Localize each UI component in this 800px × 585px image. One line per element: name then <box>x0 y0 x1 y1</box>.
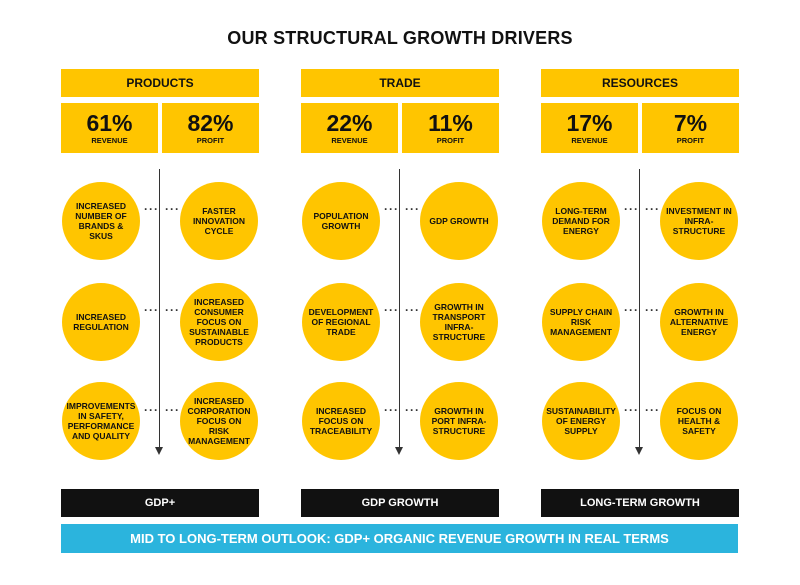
profit-label: PROFIT <box>676 136 705 145</box>
connector-dots: ··· <box>144 202 159 216</box>
driver-circle: FASTER INNOVATION CYCLE <box>180 182 258 260</box>
column-footer: GDP+ <box>61 489 259 517</box>
diagram-title: OUR STRUCTURAL GROWTH DRIVERS <box>227 28 573 48</box>
connector-dots: ··· <box>144 303 159 317</box>
connector-dots: ··· <box>645 303 660 317</box>
revenue-stat: 61% REVENUE <box>61 103 158 153</box>
profit-value: 82% <box>187 110 234 136</box>
revenue-stat: 22% REVENUE <box>301 103 398 153</box>
connector-dots: ··· <box>405 403 420 417</box>
column-products: PRODUCTS 61% REVENUE 82% PROFIT INCREASE… <box>61 69 261 519</box>
connector-dots: ··· <box>624 403 639 417</box>
revenue-label: REVENUE <box>331 136 368 145</box>
revenue-label: REVENUE <box>91 136 128 145</box>
column-header: RESOURCES <box>541 69 739 97</box>
connector-dots: ··· <box>384 403 399 417</box>
driver-circle: FOCUS ON HEALTH & SAFETY <box>660 382 738 460</box>
column-header: PRODUCTS <box>61 69 259 97</box>
connector-dots: ··· <box>405 303 420 317</box>
connector-dots: ··· <box>165 403 180 417</box>
connector-dots: ··· <box>144 403 159 417</box>
outlook-banner: MID TO LONG-TERM OUTLOOK: GDP+ ORGANIC R… <box>61 524 738 553</box>
driver-circle: GROWTH IN PORT INFRA-STRUCTURE <box>420 382 498 460</box>
column-footer: GDP GROWTH <box>301 489 499 517</box>
profit-value: 11% <box>428 110 473 136</box>
column-footer: LONG-TERM GROWTH <box>541 489 739 517</box>
revenue-value: 22% <box>326 110 373 136</box>
column-header: TRADE <box>301 69 499 97</box>
driver-circle: INCREASED FOCUS ON TRACEABILITY <box>302 382 380 460</box>
profit-label: PROFIT <box>196 136 225 145</box>
profit-stat: 7% PROFIT <box>642 103 739 153</box>
connector-dots: ··· <box>165 303 180 317</box>
revenue-stat: 17% REVENUE <box>541 103 638 153</box>
driver-circle: INCREASED REGULATION <box>62 283 140 361</box>
column-trade: TRADE 22% REVENUE 11% PROFIT POPULATION … <box>301 69 501 519</box>
down-arrow-icon <box>635 169 643 455</box>
driver-circle: GROWTH IN TRANSPORT INFRA-STRUCTURE <box>420 283 498 361</box>
driver-circle: SUPPLY CHAIN RISK MANAGEMENT <box>542 283 620 361</box>
revenue-label: REVENUE <box>571 136 608 145</box>
connector-dots: ··· <box>405 202 420 216</box>
driver-circle: INCREASED CORPORATION FOCUS ON RISK MANA… <box>180 382 258 460</box>
column-resources: RESOURCES 17% REVENUE 7% PROFIT LONG-TER… <box>541 69 741 519</box>
driver-circle: GDP GROWTH <box>420 182 498 260</box>
connector-dots: ··· <box>384 303 399 317</box>
profit-stat: 82% PROFIT <box>162 103 259 153</box>
driver-circle: POPULATION GROWTH <box>302 182 380 260</box>
connector-dots: ··· <box>624 202 639 216</box>
revenue-value: 17% <box>566 110 613 136</box>
connector-dots: ··· <box>645 202 660 216</box>
driver-circle: SUSTAINABILITY OF ENERGY SUPPLY <box>542 382 620 460</box>
driver-circle: DEVELOPMENT OF REGIONAL TRADE <box>302 283 380 361</box>
driver-circle: LONG-TERM DEMAND FOR ENERGY <box>542 182 620 260</box>
down-arrow-icon <box>395 169 403 455</box>
connector-dots: ··· <box>645 403 660 417</box>
profit-label: PROFIT <box>436 136 465 145</box>
driver-circle: INVESTMENT IN INFRA-STRUCTURE <box>660 182 738 260</box>
driver-circle: INCREASED CONSUMER FOCUS ON SUSTAINABLE … <box>180 283 258 361</box>
profit-value: 7% <box>673 110 708 136</box>
revenue-value: 61% <box>86 110 133 136</box>
connector-dots: ··· <box>624 303 639 317</box>
driver-circle: IMPROVEMENTS IN SAFETY, PERFORMANCE AND … <box>62 382 140 460</box>
down-arrow-icon <box>155 169 163 455</box>
profit-stat: 11% PROFIT <box>402 103 499 153</box>
driver-circle: INCREASED NUMBER OF BRANDS & SKUs <box>62 182 140 260</box>
connector-dots: ··· <box>165 202 180 216</box>
driver-circle: GROWTH IN ALTERNATIVE ENERGY <box>660 283 738 361</box>
connector-dots: ··· <box>384 202 399 216</box>
